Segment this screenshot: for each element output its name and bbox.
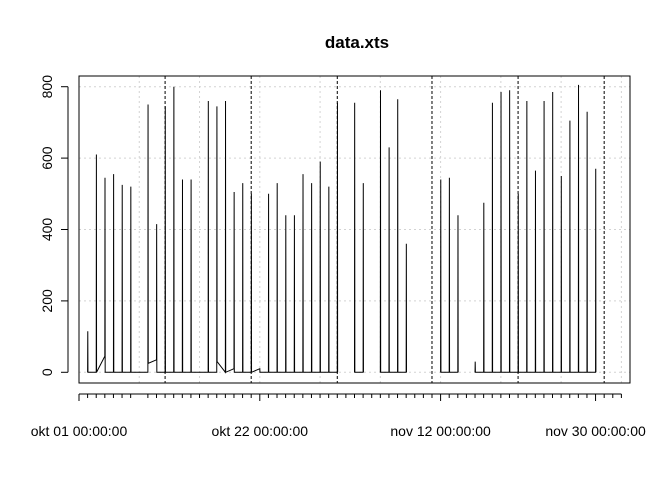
y-axis: 0 200 400 600 800 [39,75,69,376]
series-line-4 [440,177,459,373]
series-line-5 [474,84,597,373]
y-tick-label: 0 [39,368,55,376]
series-line-2 [354,102,364,373]
x-tick-label: nov 12 00:00:00 [390,423,491,439]
y-tick-label: 600 [39,146,55,170]
x-tick-label: okt 22 00:00:00 [212,423,309,439]
chart-title: data.xts [325,33,389,52]
x-tick-label: okt 01 00:00:00 [31,423,128,439]
y-tick-label: 200 [39,289,55,313]
series-line-1 [87,86,339,374]
x-tick-label: nov 30 00:00:00 [545,423,646,439]
y-tick-label: 400 [39,218,55,242]
series-group [87,84,597,374]
x-axis: okt 01 00:00:00 okt 22 00:00:00 nov 12 00:… [31,393,646,439]
series-line-3 [379,90,407,373]
y-tick-label: 800 [39,75,55,99]
plot-frame [78,75,631,384]
